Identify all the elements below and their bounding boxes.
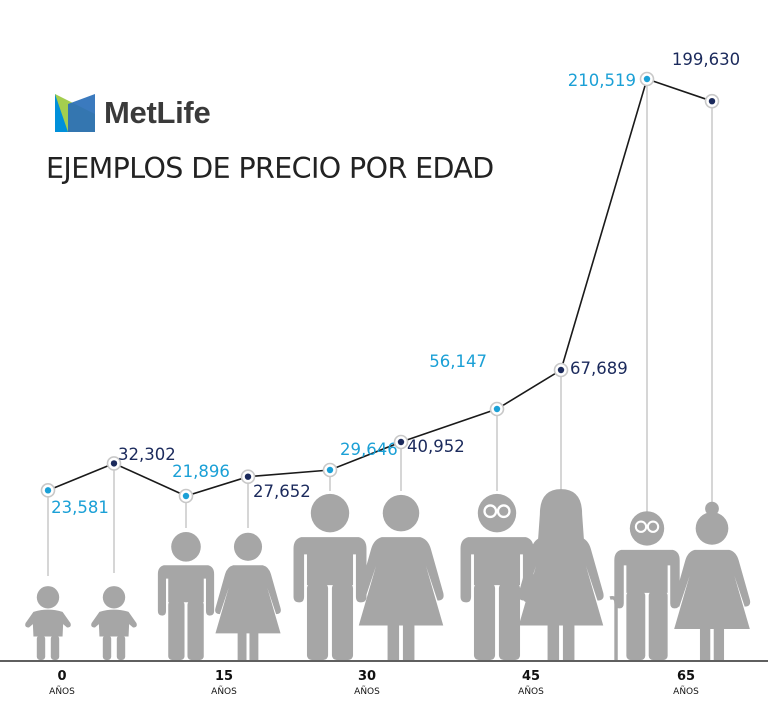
brand-name: MetLife [104,95,211,130]
person-figure-man-glasses [460,493,534,660]
data-point-dot [643,75,651,83]
data-label: 199,630 [672,50,740,69]
age-unit-label: AÑOS [673,686,699,697]
data-label: 23,581 [51,498,109,517]
data-label: 32,302 [118,445,176,464]
data-point-dot [493,405,501,413]
age-tick-label: 30 [358,669,376,684]
data-label: 21,896 [172,462,230,481]
data-point-dot [708,97,716,105]
age-unit-label: AÑOS [211,686,237,697]
person-figure-man [293,493,367,660]
data-label: 40,952 [407,437,465,456]
person-figure-old-woman [673,501,751,660]
data-label: 56,147 [429,352,487,371]
person-figure-woman [215,532,281,660]
data-point-dot [244,473,252,480]
person-figure-baby [25,586,71,660]
data-point-dot [557,366,565,374]
brand-header: MetLife [55,94,211,132]
age-unit-label: AÑOS [518,686,544,697]
person-figure-woman [358,494,444,660]
data-point-dot [44,487,52,494]
data-point-dot [326,466,334,474]
person-figure-baby [91,586,137,660]
person-figure-man [157,531,215,660]
data-label: 67,689 [570,359,628,378]
person-figure-old-man [609,511,680,660]
price-line [47,77,713,497]
age-unit-label: AÑOS [49,686,75,697]
age-tick-label: 0 [57,669,66,684]
age-tick-label: 65 [677,669,695,684]
chart-title: EJEMPLOS DE PRECIO POR EDAD [46,152,494,185]
data-label: 29,646 [340,440,398,459]
person-figure-woman-long [518,489,604,660]
data-point-dot [182,492,190,500]
data-label: 27,652 [253,482,311,501]
data-label: 210,519 [568,71,636,90]
age-tick-label: 15 [215,669,233,684]
metlife-logo-icon [55,94,95,132]
age-unit-label: AÑOS [354,686,380,697]
age-tick-label: 45 [522,669,540,684]
data-point-dot [397,438,405,446]
data-point-dot [110,460,118,467]
